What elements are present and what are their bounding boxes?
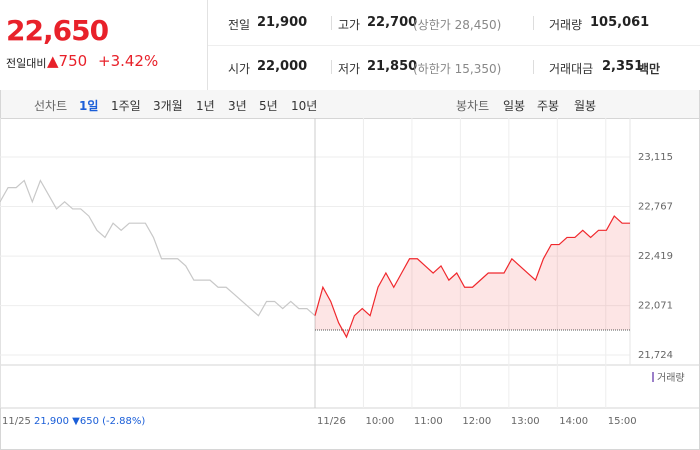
- change-rate: +3.42%: [98, 52, 159, 70]
- tab-group-label: 봉차트: [456, 99, 490, 113]
- divider: [331, 16, 332, 30]
- x-tick-label: 11/26: [317, 416, 346, 427]
- quote-box: 22,650 전일대비 ▲750 +3.42%: [0, 0, 208, 90]
- tab[interactable]: 3개월: [153, 99, 183, 113]
- tab[interactable]: 3년: [228, 99, 247, 113]
- x-tick-label: 11/25: [2, 416, 31, 427]
- chart: 21,724 22,071 22,419 22,767 23,115 11/25 11/26…: [0, 118, 700, 450]
- price-line: [0, 179, 316, 317]
- tab[interactable]: 월봉: [574, 99, 597, 113]
- price: 22,650: [6, 14, 109, 47]
- tab[interactable]: 일봉: [503, 99, 526, 113]
- row-divider: [208, 45, 700, 46]
- stat-value: 21,850: [367, 59, 418, 74]
- x-tick-label: 10:00: [365, 416, 394, 427]
- y-tick-label: 22,071: [638, 301, 673, 312]
- stat-value: 2,351: [602, 59, 644, 74]
- stat-label: 시가: [228, 62, 251, 76]
- stat-note: (하한가 15,350): [413, 62, 502, 76]
- tab[interactable]: 주봉: [537, 99, 560, 113]
- tab[interactable]: 5년: [259, 99, 278, 113]
- annotation: 21,900 ▼650 (-2.88%): [34, 416, 145, 427]
- area: [315, 216, 630, 338]
- legend-swatch: [652, 372, 654, 382]
- header: 22,650 전일대비 ▲750 +3.42% 전일 21,900 고가 22,…: [0, 0, 700, 91]
- x-tick-label: 13:00: [511, 416, 540, 427]
- tab[interactable]: 1년: [196, 99, 215, 113]
- price-line: [314, 215, 630, 339]
- divider: [331, 60, 332, 74]
- change: ▲750: [47, 52, 88, 70]
- stat-unit: 백만: [638, 62, 661, 76]
- tab-bar: 선차트 봉차트 1일 1주일 3개월 1년 3년 5년 10년 일봉 주봉 월봉: [0, 90, 700, 119]
- stat-label: 고가: [338, 18, 361, 32]
- y-tick-label: 22,419: [638, 251, 673, 262]
- stat-label: 저가: [338, 62, 361, 76]
- change-label: 전일대비: [6, 57, 47, 70]
- stat-label: 거래량: [549, 18, 583, 32]
- stat-value: 22,700: [367, 15, 418, 30]
- tab[interactable]: 10년: [291, 99, 318, 113]
- volume-label: 거래량: [657, 372, 685, 384]
- divider: [533, 60, 534, 74]
- x-tick-label: 15:00: [608, 416, 637, 427]
- stat-value: 105,061: [590, 15, 650, 30]
- divider: [533, 16, 534, 30]
- stat-note: (상한가 28,450): [413, 18, 502, 32]
- stat-value: 21,900: [257, 15, 308, 30]
- stat-label: 거래대금: [549, 62, 594, 76]
- x-tick-label: 14:00: [559, 416, 588, 427]
- tab[interactable]: 1주일: [111, 99, 141, 113]
- tab[interactable]: 1일: [79, 99, 99, 113]
- y-tick-label: 23,115: [638, 152, 673, 163]
- y-tick-label: 21,724: [638, 350, 673, 361]
- x-tick-label: 11:00: [414, 416, 443, 427]
- stat-label: 전일: [228, 18, 251, 32]
- y-tick-label: 22,767: [638, 202, 673, 213]
- stat-value: 22,000: [257, 59, 308, 74]
- x-tick-label: 12:00: [462, 416, 491, 427]
- tab-group-label: 선차트: [34, 99, 68, 113]
